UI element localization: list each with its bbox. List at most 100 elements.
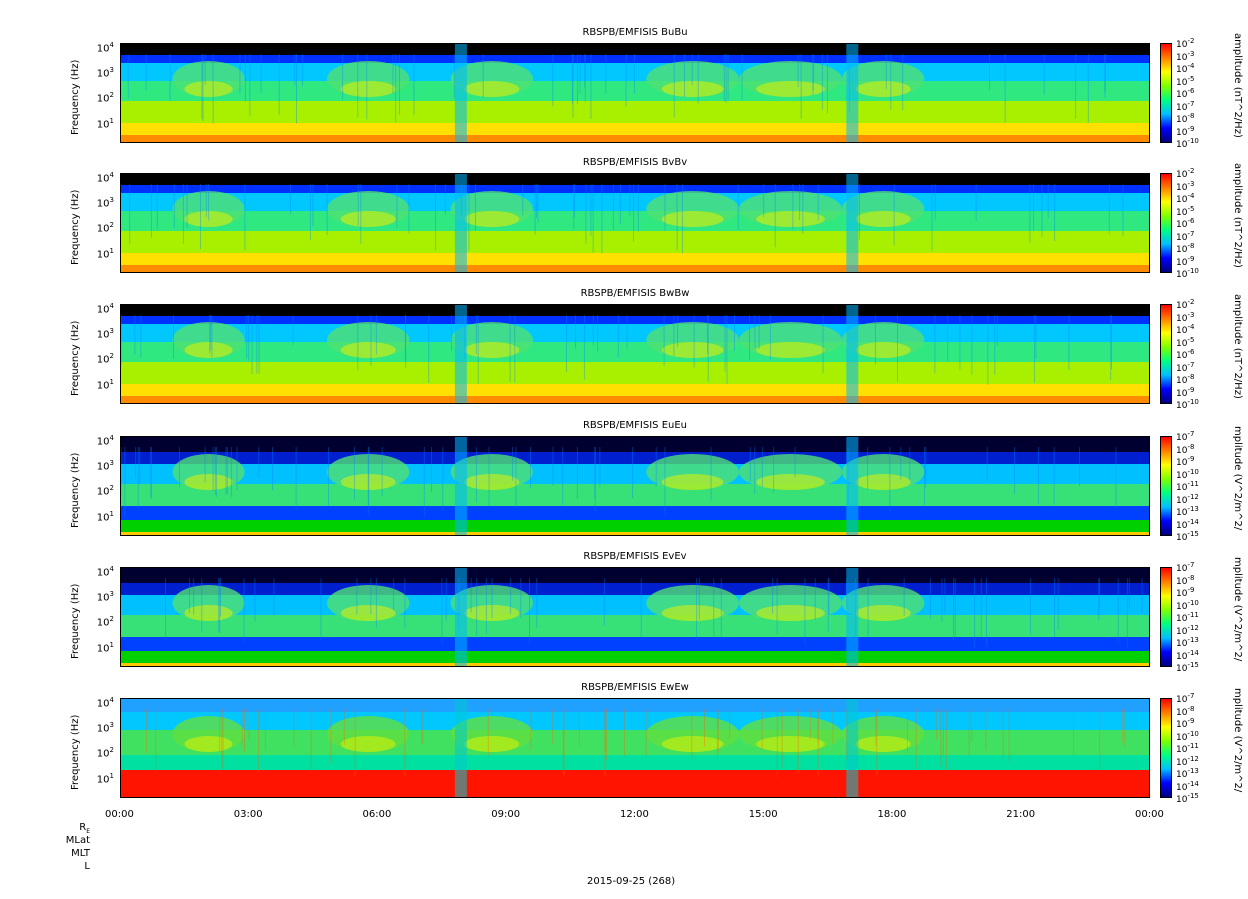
y-tick-base: 10 (96, 380, 110, 392)
y-tick-label: 102 (84, 615, 114, 628)
spectral-band (121, 44, 1149, 55)
colorbar-tick-label: 10-9 (1176, 255, 1194, 268)
date-label: 2015-09-25 (268) (587, 876, 676, 887)
colorbar-tick-base: 10 (1176, 102, 1188, 113)
spectral-band (121, 519, 1149, 532)
burst (454, 699, 467, 797)
y-tick-base: 10 (96, 512, 110, 524)
colorbar-tick-exponent: -9 (1187, 385, 1195, 394)
colorbar-tick-base: 10 (1176, 639, 1188, 649)
y-tick-label: 104 (84, 171, 114, 184)
colorbar-tick-label: 10-9 (1176, 455, 1194, 468)
spectral-band (121, 383, 1149, 396)
colorbar-tick-exponent: -15 (1187, 530, 1199, 538)
colorbar-tick-exponent: -14 (1187, 517, 1199, 526)
y-tick-label: 101 (84, 641, 114, 654)
x-tick-label: 18:00 (877, 809, 907, 820)
colorbar-tick-exponent: -12 (1187, 754, 1199, 763)
colorbar-tick-label: 10-5 (1176, 336, 1194, 349)
colorbar-tick-label: 10-4 (1176, 62, 1194, 75)
y-tick-base: 10 (96, 68, 110, 80)
y-tick-exponent: 2 (109, 746, 114, 754)
colorbar-tick-label: 10-3 (1176, 311, 1194, 324)
colorbar-tick-label: 10-3 (1176, 180, 1194, 193)
colorbar-tick-base: 10 (1176, 576, 1188, 587)
panel-title: RBSPB/EMFISIS BvBv (582, 157, 688, 168)
colorbar-tick-label: 10-8 (1176, 242, 1194, 255)
colorbar-tick-label: 10-14 (1176, 780, 1199, 793)
colorbar-tick-label: 10-8 (1176, 373, 1194, 386)
emission-core (340, 81, 396, 97)
spectral-band (121, 699, 1149, 712)
emission-core (340, 605, 396, 621)
colorbar-tick-exponent: -6 (1187, 348, 1195, 356)
colorbar-tick-exponent: -13 (1187, 636, 1199, 644)
colorbar-tick-base: 10 (1176, 313, 1188, 324)
x-tick-label: 15:00 (748, 809, 778, 820)
colorbar-tick-base: 10 (1176, 388, 1188, 399)
colorbar (1160, 567, 1172, 667)
colorbar-tick-base: 10 (1176, 601, 1188, 612)
panel-title: RBSPB/EMFISIS EvEv (583, 551, 687, 562)
spectral-band (121, 252, 1149, 265)
colorbar-label: amplitude (nT^2/Hz) (1232, 33, 1243, 138)
y-tick-base: 10 (96, 486, 110, 498)
colorbar-tick-exponent: -8 (1187, 373, 1195, 381)
ephemeris-subscript: E (86, 828, 90, 835)
colorbar-tick-label: 10-10 (1176, 468, 1199, 481)
colorbar-tick-base: 10 (1176, 301, 1188, 311)
spectrogram-image (121, 437, 1149, 535)
spectral-band (121, 614, 1149, 637)
panel-title: RBSPB/EMFISIS EwEw (581, 682, 689, 693)
spectral-band (121, 315, 1149, 324)
colorbar-tick-label: 10-2 (1176, 167, 1194, 180)
emission-core (855, 605, 911, 621)
y-tick-base: 10 (96, 774, 110, 786)
colorbar-tick-base: 10 (1176, 458, 1188, 468)
y-tick-exponent: 2 (109, 352, 114, 360)
spectral-band (121, 264, 1149, 272)
spectral-band (121, 210, 1149, 231)
colorbar-label: amplitude (nT^2/Hz) (1232, 163, 1243, 268)
colorbar-tick-label: 10-7 (1176, 430, 1194, 443)
colorbar-tick-base: 10 (1176, 207, 1188, 218)
colorbar-tick-exponent: -9 (1187, 254, 1195, 263)
y-tick-exponent: 3 (109, 459, 114, 467)
y-tick-exponent: 4 (109, 171, 114, 179)
spectral-band (121, 451, 1149, 464)
colorbar-tick-label: 10-8 (1176, 705, 1194, 718)
colorbar-tick-label: 10-15 (1176, 792, 1199, 805)
colorbar-tick-exponent: -11 (1187, 480, 1199, 488)
spectrogram-plot (120, 698, 1150, 798)
y-tick-base: 10 (96, 223, 110, 235)
spectrogram-plot (120, 304, 1150, 404)
colorbar-tick-label: 10-9 (1176, 586, 1194, 599)
spectral-band (121, 636, 1149, 651)
colorbar-tick-label: 10-3 (1176, 50, 1194, 63)
y-tick-base: 10 (96, 723, 110, 735)
emission-core (464, 736, 520, 752)
colorbar-tick-base: 10 (1176, 651, 1188, 662)
colorbar-tick-exponent: -10 (1187, 137, 1199, 145)
colorbar-tick-exponent: -6 (1187, 87, 1195, 95)
colorbar-tick-exponent: -3 (1187, 310, 1195, 319)
spectrogram-image (121, 699, 1149, 797)
y-tick-label: 104 (84, 302, 114, 315)
emission-core (855, 736, 911, 752)
colorbar-tick-exponent: -10 (1187, 398, 1199, 406)
colorbar (1160, 698, 1172, 798)
spectral-band (121, 505, 1149, 520)
y-tick-base: 10 (96, 698, 110, 710)
spectral-band (121, 122, 1149, 135)
colorbar-tick-base: 10 (1176, 326, 1188, 336)
y-tick-label: 102 (84, 484, 114, 497)
y-tick-exponent: 1 (109, 772, 114, 780)
colorbar-tick-base: 10 (1176, 140, 1188, 150)
colorbar-tick-label: 10-11 (1176, 611, 1199, 624)
emission-core (855, 342, 911, 358)
spectral-band (121, 305, 1149, 316)
spectral-band (121, 582, 1149, 595)
spectral-band (121, 650, 1149, 663)
colorbar-tick-exponent: -8 (1187, 112, 1195, 120)
colorbar-tick-exponent: -10 (1187, 267, 1199, 275)
